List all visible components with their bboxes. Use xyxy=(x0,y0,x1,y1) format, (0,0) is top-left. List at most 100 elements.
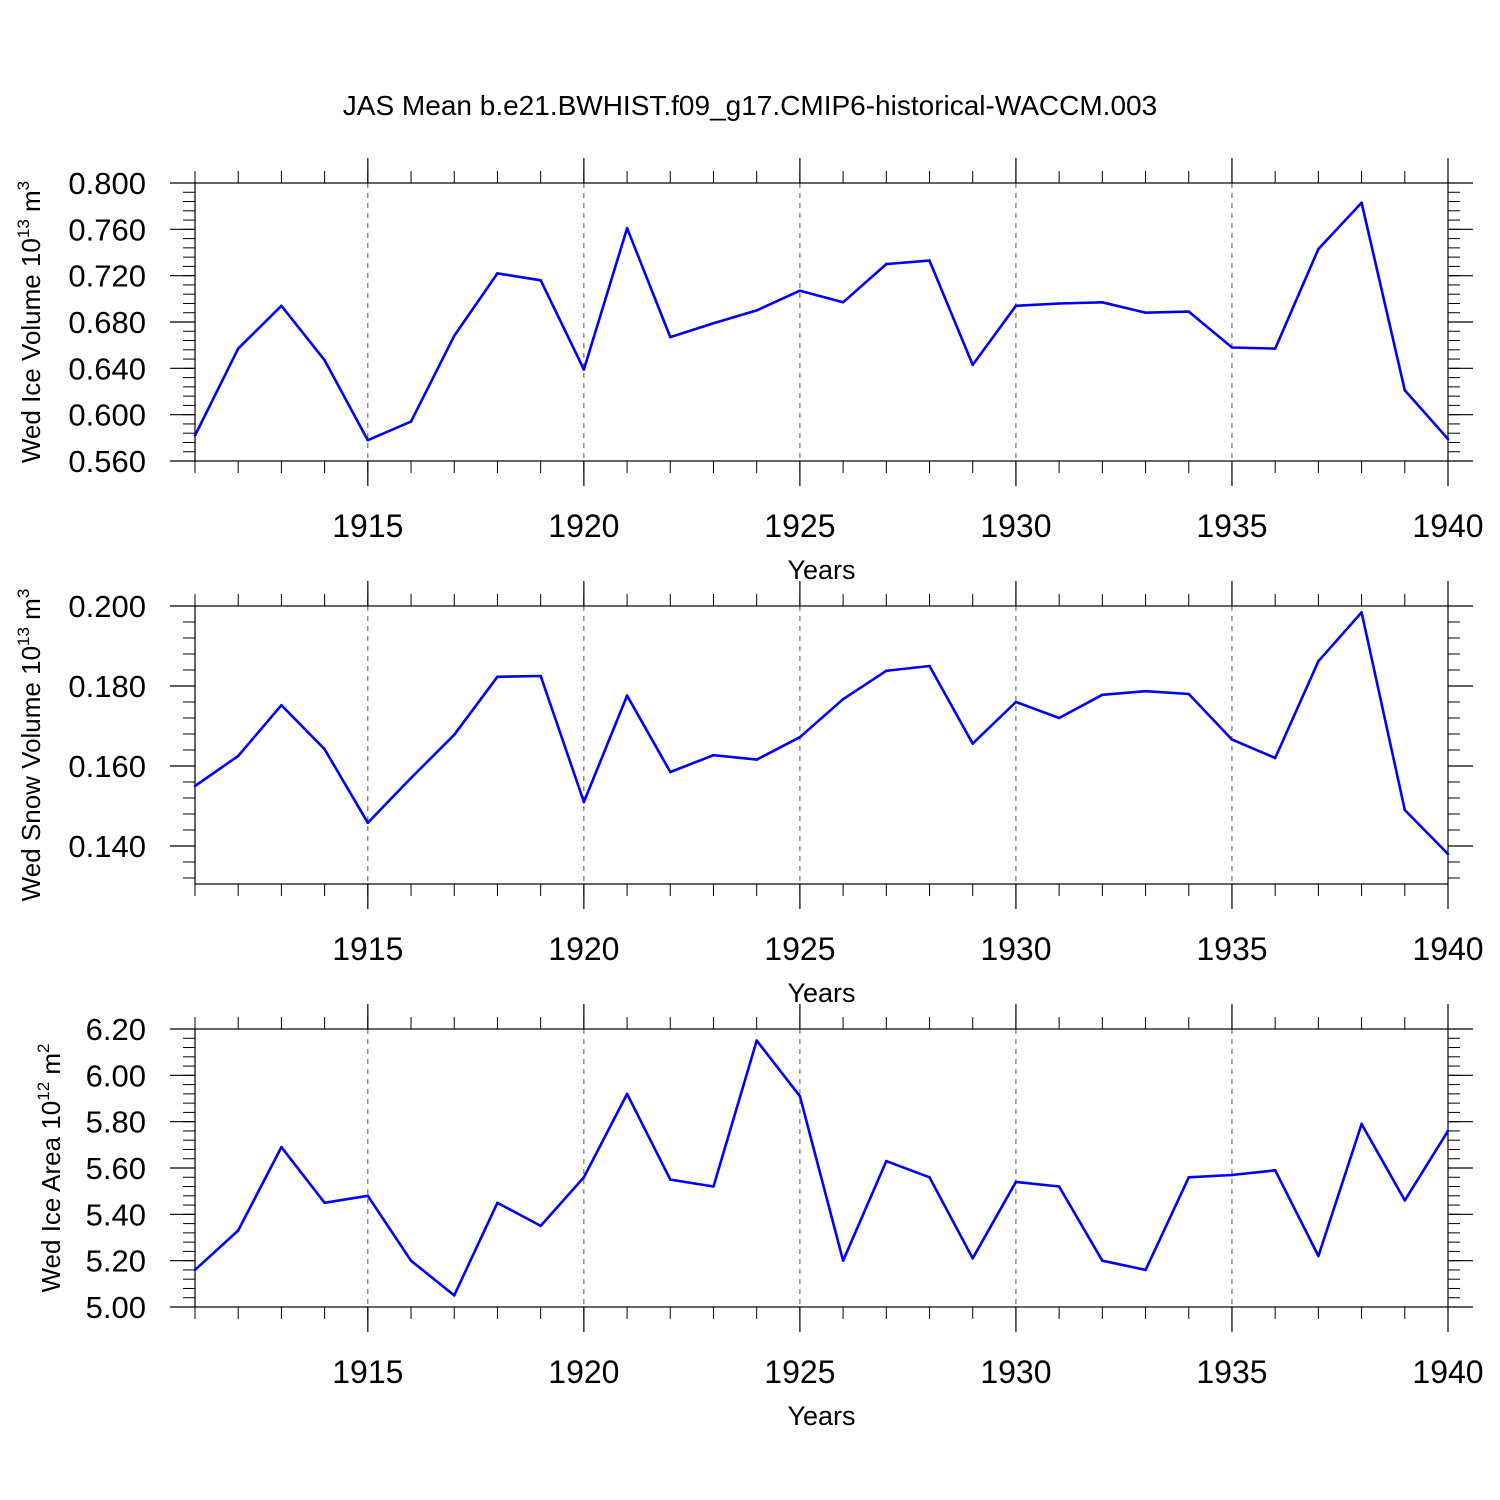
data-point xyxy=(1057,1185,1061,1188)
x-axis-label: Years xyxy=(787,555,855,585)
data-point xyxy=(1057,716,1061,720)
y-tick-label: 0.560 xyxy=(68,444,146,479)
data-point xyxy=(1273,347,1277,350)
y-tick-label: 0.180 xyxy=(68,669,146,704)
chart-panel-2: 1915 1920 1925 1930 1935 1940 0.140 0.160 0.180 0… xyxy=(14,581,1484,1008)
series-line xyxy=(194,611,1449,855)
y-tick-label: 5.20 xyxy=(86,1244,146,1279)
data-point xyxy=(1101,301,1104,304)
data-point xyxy=(1317,659,1320,663)
data-point xyxy=(928,664,931,668)
data-point xyxy=(323,1201,326,1205)
data-point xyxy=(280,1145,283,1149)
data-point xyxy=(841,301,845,304)
data-point xyxy=(1446,852,1450,856)
data-point xyxy=(885,669,888,673)
data-point xyxy=(798,289,802,293)
data-point xyxy=(1014,304,1018,308)
data-point xyxy=(625,1092,629,1096)
x-tick-label: 1930 xyxy=(980,931,1051,967)
y-tick-label: 0.800 xyxy=(68,166,146,201)
data-point xyxy=(280,304,283,308)
x-tick-label: 1925 xyxy=(764,508,835,544)
x-tick-label: 1925 xyxy=(764,931,835,967)
y-tick-label: 5.00 xyxy=(86,1290,146,1325)
x-tick-label: 1935 xyxy=(1196,508,1267,544)
data-point xyxy=(928,1175,931,1179)
data-point xyxy=(928,259,931,262)
y-tick-label: 0.760 xyxy=(68,212,146,247)
y-axis-label: Wed Ice Volume 1013 m3 xyxy=(14,181,46,463)
data-point xyxy=(1101,1259,1104,1262)
data-point xyxy=(971,363,975,367)
data-point xyxy=(1273,756,1277,760)
data-point xyxy=(712,753,715,757)
data-point xyxy=(582,368,586,371)
data-point xyxy=(755,758,758,761)
data-point xyxy=(323,747,326,751)
y-axis-label: Wed Snow Volume 1013 m3 xyxy=(14,589,46,902)
data-point xyxy=(496,272,499,275)
data-point xyxy=(236,754,240,758)
y-tick-label: 0.600 xyxy=(68,398,146,433)
data-point xyxy=(1360,1122,1363,1126)
x-axis-label: Years xyxy=(787,978,855,1008)
data-point xyxy=(625,694,629,697)
y-tick-label: 0.200 xyxy=(68,589,146,624)
x-tick-label: 1935 xyxy=(1196,1354,1267,1390)
data-point xyxy=(280,703,283,707)
data-point xyxy=(1014,700,1018,704)
data-point xyxy=(193,434,197,437)
data-point xyxy=(798,735,802,739)
x-tick-label: 1915 xyxy=(332,931,403,967)
data-point xyxy=(236,1229,240,1232)
x-tick-label: 1930 xyxy=(980,1354,1051,1390)
y-tick-label: 6.00 xyxy=(86,1058,146,1093)
data-point xyxy=(452,1294,456,1297)
x-tick-label: 1935 xyxy=(1196,931,1267,967)
chart-panel-3: 1915 1920 1925 1930 1935 1940 5.00 5.20 5.40 5.60… xyxy=(34,1004,1484,1431)
x-axis-label: Years xyxy=(787,1401,855,1431)
x-tick-label: 1930 xyxy=(980,508,1051,544)
data-point xyxy=(539,1224,542,1228)
y-tick-label: 0.140 xyxy=(68,829,146,864)
data-point xyxy=(1014,1180,1018,1184)
series-line xyxy=(194,1039,1450,1297)
data-point xyxy=(1403,389,1407,392)
data-point xyxy=(668,770,672,774)
data-point xyxy=(496,1201,499,1205)
data-point xyxy=(539,674,542,678)
data-point xyxy=(1273,1169,1277,1172)
plot-frame xyxy=(194,1028,1449,1308)
data-point xyxy=(193,1268,197,1272)
y-tick-label: 0.680 xyxy=(68,305,146,340)
y-tick-label: 0.160 xyxy=(68,749,146,784)
data-point xyxy=(755,309,758,312)
data-point xyxy=(1101,693,1104,697)
data-point xyxy=(712,1185,715,1188)
data-point xyxy=(1057,302,1061,305)
data-point xyxy=(193,784,197,788)
x-tick-label: 1940 xyxy=(1412,1354,1483,1390)
data-point xyxy=(841,1259,845,1262)
x-tick-label: 1920 xyxy=(548,1354,619,1390)
data-point xyxy=(1144,311,1147,315)
data-point xyxy=(1403,808,1407,812)
data-point xyxy=(1446,1129,1450,1133)
data-point xyxy=(1446,437,1450,441)
data-point xyxy=(1360,201,1363,204)
x-tick-label: 1940 xyxy=(1412,931,1483,967)
data-point xyxy=(885,262,888,266)
y-tick-label: 5.40 xyxy=(86,1197,146,1232)
data-point xyxy=(1230,738,1234,741)
data-point xyxy=(712,321,715,325)
data-point xyxy=(971,742,975,745)
data-point xyxy=(323,358,326,362)
data-point xyxy=(1403,1199,1407,1202)
data-point xyxy=(1187,310,1191,313)
x-tick-label: 1915 xyxy=(332,1354,403,1390)
data-point xyxy=(798,1094,802,1098)
x-tick-label: 1915 xyxy=(332,508,403,544)
x-tick-label: 1920 xyxy=(548,931,619,967)
